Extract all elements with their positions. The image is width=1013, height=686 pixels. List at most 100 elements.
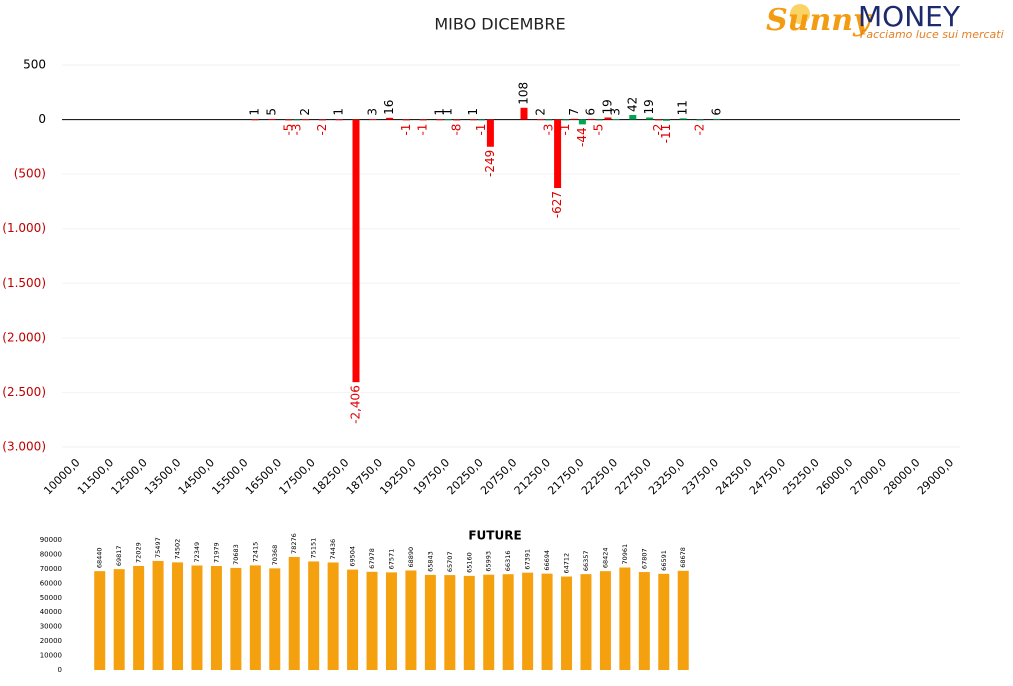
chart-title: FUTURE	[468, 529, 521, 543]
x-tick-label: 22750,0	[612, 456, 653, 497]
data-label: 66357	[582, 550, 590, 571]
x-tick-label: 24750,0	[747, 456, 788, 497]
bar	[570, 118, 578, 120]
bar	[545, 119, 553, 121]
data-label: 67391	[524, 549, 532, 570]
x-tick-label: 20750,0	[478, 456, 519, 497]
logo: Sunny MONEY Facciamo luce sui mercati	[766, 0, 1004, 41]
bar	[251, 119, 259, 121]
data-label: -1	[399, 124, 413, 136]
x-tick-label: 21750,0	[545, 456, 586, 497]
data-label: 64712	[563, 553, 571, 574]
data-label: -627	[550, 191, 564, 218]
y-tick-label: 0	[38, 112, 46, 126]
data-label: 68424	[601, 547, 609, 568]
x-tick-label: 10000,0	[41, 456, 82, 497]
bar	[444, 119, 452, 121]
bar	[453, 119, 461, 121]
y-tick-label: 0	[58, 666, 62, 674]
data-label: -1	[474, 124, 488, 136]
x-tick-label: 16500,0	[243, 456, 284, 497]
bar	[318, 119, 326, 121]
data-label: 65843	[426, 551, 434, 572]
y-tick-label: 60000	[40, 579, 62, 587]
x-tick-label: 29000,0	[915, 456, 956, 497]
bar	[619, 567, 631, 670]
bar	[679, 118, 687, 120]
data-label: 19	[642, 99, 656, 114]
data-label: -2,406	[349, 385, 363, 424]
x-tick-label: 22250,0	[579, 456, 620, 497]
x-tick-label: 18750,0	[344, 456, 385, 497]
data-label: 1	[466, 108, 480, 116]
data-label: 3	[609, 108, 623, 116]
x-tick-label: 13500,0	[142, 456, 183, 497]
y-tick-label: (2.500)	[2, 385, 46, 399]
bar	[419, 119, 427, 121]
y-tick-label: 90000	[40, 536, 62, 544]
bar	[502, 574, 514, 670]
x-tick-label: 27000,0	[848, 456, 889, 497]
logo-brand: Sunny	[766, 3, 873, 38]
data-label: 65993	[485, 551, 493, 572]
x-tick-label: 17500,0	[276, 456, 317, 497]
bar	[612, 119, 620, 121]
y-tick-label: 10000	[40, 652, 62, 660]
bar	[352, 119, 360, 383]
data-label: 66694	[543, 550, 551, 571]
bar	[587, 118, 595, 120]
data-label: 1	[433, 108, 447, 116]
data-label: 108	[517, 82, 531, 105]
bar	[580, 574, 592, 670]
x-tick-label: 14500,0	[176, 456, 217, 497]
data-label: 16	[382, 100, 396, 115]
logo-tagline: Facciamo luce sui mercati	[860, 28, 1004, 41]
bar	[366, 571, 378, 670]
bar	[191, 565, 203, 670]
data-label: -249	[483, 150, 497, 177]
bar	[369, 119, 377, 121]
data-label: 75151	[310, 538, 318, 559]
data-label: 65160	[465, 552, 473, 573]
data-label: 6	[709, 108, 723, 116]
bar	[113, 569, 125, 670]
bar	[595, 119, 603, 121]
data-label: 67978	[368, 548, 376, 569]
data-label: 74502	[174, 539, 182, 560]
bar	[405, 570, 417, 670]
bar	[133, 565, 145, 670]
data-label: 66316	[504, 551, 512, 572]
bar	[335, 119, 343, 121]
x-tick-label: 19250,0	[377, 456, 418, 497]
x-tick-label: 12500,0	[108, 456, 149, 497]
bar	[561, 576, 573, 670]
bar	[347, 569, 359, 670]
bar	[386, 117, 394, 120]
bar	[249, 565, 261, 670]
data-label: 2	[298, 108, 312, 116]
x-tick-label: 23250,0	[646, 456, 687, 497]
data-label: -2	[693, 124, 707, 136]
bar	[210, 566, 222, 670]
data-label: 67807	[640, 548, 648, 569]
data-label: -11	[659, 124, 673, 144]
data-label: 68678	[679, 547, 687, 568]
bar	[522, 572, 534, 670]
data-label: 1	[248, 108, 262, 116]
bar	[285, 119, 293, 121]
x-tick-label: 20250,0	[444, 456, 485, 497]
bar	[696, 119, 704, 121]
bar	[424, 574, 436, 670]
x-tick-label: 25250,0	[780, 456, 821, 497]
data-label: 68440	[96, 547, 104, 568]
y-tick-label: 500	[23, 58, 46, 72]
data-label: 71979	[212, 542, 220, 563]
data-label: 74436	[329, 539, 337, 560]
data-label: 72029	[135, 542, 143, 563]
data-label: -2	[651, 124, 665, 136]
bar	[230, 567, 242, 670]
data-label: 19	[601, 99, 615, 114]
bar	[402, 119, 410, 121]
y-tick-label: 70000	[40, 565, 62, 573]
